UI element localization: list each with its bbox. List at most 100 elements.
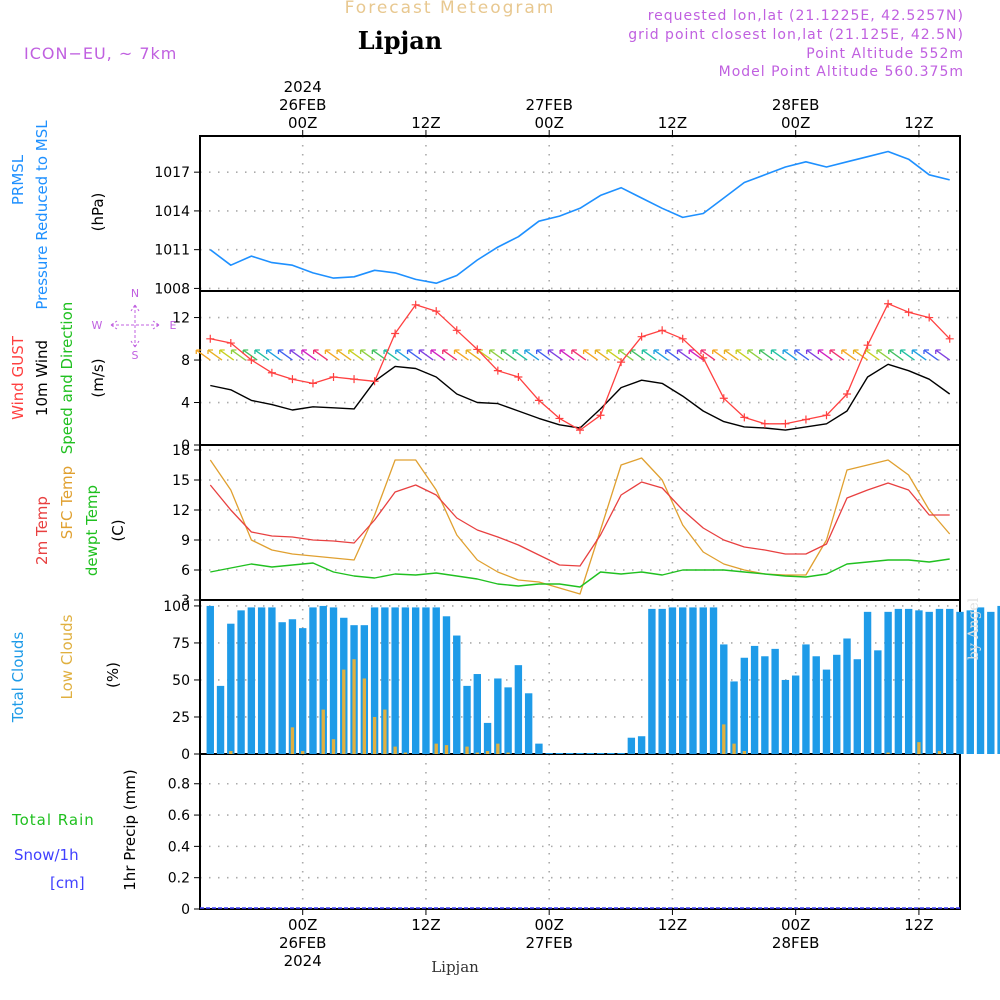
wind-arrow	[747, 349, 763, 361]
wind-arrow	[195, 349, 211, 361]
wind-arrow	[923, 349, 939, 361]
wind-arrow	[723, 349, 739, 361]
snow-unit-label: [cm]	[50, 874, 85, 892]
snow-legend-label: Snow/1h	[14, 846, 79, 864]
wind-gust-marker	[391, 329, 400, 338]
wind-arrow	[841, 349, 857, 361]
total-clouds-bar	[309, 607, 317, 754]
wind-gust-marker	[781, 419, 790, 428]
wind-arrow	[406, 349, 422, 361]
bottom-hour-label: 12Z	[904, 916, 933, 934]
wind-gust-marker	[719, 394, 728, 403]
total-clouds-bar	[237, 610, 245, 754]
wind-gust-marker	[534, 396, 543, 405]
total-clouds-bar	[679, 607, 687, 754]
wind-arrow	[512, 349, 528, 361]
low-clouds-bar	[383, 709, 387, 754]
total-clouds-bar	[925, 611, 933, 754]
wind-arrow	[899, 349, 915, 361]
wind-arrow	[641, 349, 657, 361]
wind-gust-marker	[740, 413, 749, 422]
low-clouds-bar	[229, 751, 233, 754]
y-tick-label: 12	[172, 311, 190, 327]
total-clouds-bar	[997, 605, 1000, 754]
y-tick-label: 1011	[154, 243, 190, 259]
low-clouds-bar	[742, 751, 746, 754]
wind-arrow	[395, 349, 411, 361]
pressure-line	[209, 150, 950, 285]
point-altitude: Point Altitude 552m	[806, 46, 964, 62]
wind-gust-marker	[555, 414, 564, 423]
wind-gust-marker	[308, 379, 317, 388]
low-clouds-bar	[444, 745, 449, 754]
wind-gust-marker	[370, 377, 379, 386]
wind-gust-marker	[411, 300, 420, 309]
total-clouds-bar	[432, 607, 440, 754]
total-clouds-bar	[319, 605, 327, 754]
panel-frame	[199, 135, 961, 292]
wind-arrow	[805, 349, 821, 361]
total-clouds-bar	[884, 611, 892, 754]
low-clouds-bar	[403, 752, 408, 754]
wind-arrow	[524, 349, 540, 361]
y-tick-label: 50	[172, 673, 190, 689]
wind-arrow	[712, 349, 728, 361]
low-clouds-bar	[331, 739, 336, 754]
wind-arrow	[289, 349, 305, 361]
clouds-unit-label: (%)	[104, 662, 122, 688]
total-clouds-bar	[607, 753, 615, 754]
sfc-temp-line	[209, 457, 951, 595]
wind-gust-marker	[473, 345, 482, 354]
wind-arrow	[782, 349, 798, 361]
bottom-hour-label: 12Z	[658, 916, 687, 934]
compass-icon	[110, 304, 160, 348]
total-clouds-bar	[699, 607, 707, 754]
pressure-long-label: Pressure Reduced to MSL	[33, 120, 51, 310]
y-tick-label: 0.8	[168, 777, 190, 793]
wind-arrow	[653, 349, 669, 361]
wind-gust-marker	[822, 411, 831, 420]
total-clouds-bar	[894, 608, 903, 754]
wind-arrow	[770, 349, 786, 361]
total-clouds-bar	[617, 753, 625, 754]
total-clouds-bar	[494, 678, 502, 754]
total-clouds-bar	[709, 607, 718, 754]
wind-arrow	[547, 349, 563, 361]
y-tick-label: 1008	[154, 281, 190, 297]
wind-arrow	[312, 349, 329, 361]
total-clouds-bar	[658, 608, 666, 754]
top-date-label: 28FEB	[772, 96, 819, 114]
wind-gust-marker	[206, 334, 215, 343]
wind-gust-marker	[760, 419, 769, 428]
total-clouds-bar	[422, 607, 430, 754]
panel-frame	[199, 753, 961, 910]
wind-gust-marker	[801, 415, 810, 424]
y-tick-label: 0.4	[168, 839, 190, 855]
total-clouds-bar	[576, 753, 584, 754]
wind-arrow	[618, 349, 634, 361]
total-clouds-bar	[504, 687, 512, 754]
model-label: ICON−EU, ~ 7km	[24, 44, 178, 63]
bottom-date-label: 28FEB	[772, 934, 819, 952]
y-tick-label: 9	[181, 533, 190, 549]
wind-arrow	[911, 349, 927, 361]
total-clouds-bar	[843, 638, 851, 754]
wind-arrow	[888, 349, 904, 361]
total-clouds-bar	[411, 607, 420, 754]
total-clouds-bar	[268, 607, 276, 754]
wind-arrow	[277, 349, 293, 361]
footer-location: Lipjan	[431, 958, 479, 976]
wind-gust-marker	[678, 334, 687, 343]
low-clouds-bar	[362, 678, 366, 754]
total-clouds-bar	[288, 619, 297, 754]
sfc-temp-label: SFC Temp	[58, 466, 76, 539]
wind-arrow	[207, 349, 223, 361]
bottom-date-label: 26FEB	[279, 934, 326, 952]
wind-arrow	[700, 349, 716, 361]
pressure-unit-label: (hPa)	[89, 193, 107, 232]
low-clouds-bar	[506, 752, 510, 754]
total-clouds-bar	[329, 607, 338, 754]
y-tick-label: 0.2	[168, 871, 190, 887]
dewpoint-label: dewpt Temp	[83, 485, 101, 576]
